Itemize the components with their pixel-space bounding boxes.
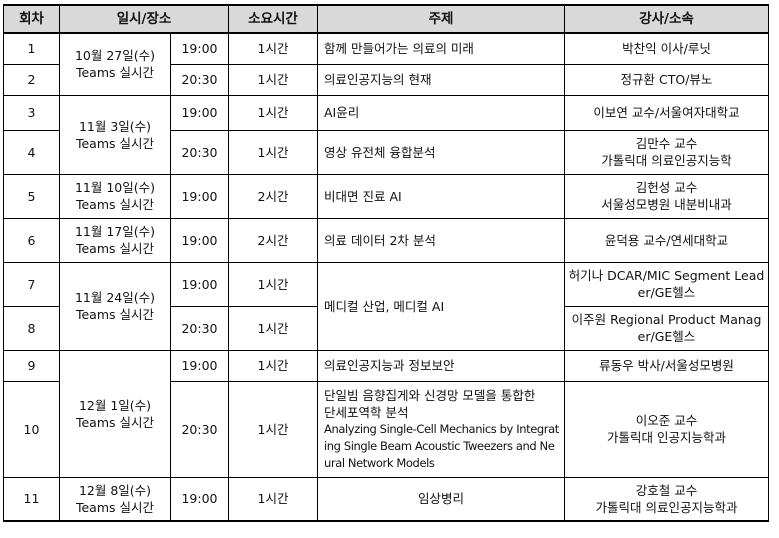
session-speaker: 이오준 교수 가톨릭대 인공지능학과 (564, 380, 769, 478)
session-speaker: 이주원 Regional Product Manager/GE헬스 (564, 305, 769, 351)
session-topic: 영상 유전체 융합분석 (317, 129, 565, 175)
session-topic: AI윤리 (317, 94, 565, 131)
session-speaker: 김헌성 교수 서울성모병원 내분비내과 (564, 173, 769, 219)
session-topic: 임상병리 (317, 476, 565, 522)
session-time: 19:00 (170, 261, 229, 307)
session-date: 12월 1일(수) Teams 실시간 (59, 349, 171, 478)
session-number: 2 (3, 63, 60, 96)
table-row: 3 11월 3일(수) Teams 실시간 19:00 1시간 AI윤리 이보연… (3, 94, 769, 175)
lecture-schedule-table: 회차 일시/장소 소요시간 주제 강사/소속 1 10월 27일(수) Team… (3, 4, 769, 522)
session-number: 8 (3, 305, 60, 351)
session-number: 10 (3, 380, 60, 478)
table-row: 1 10월 27일(수) Teams 실시간 19:00 1시간 함께 만들어가… (3, 32, 769, 96)
session-duration: 2시간 (228, 217, 318, 263)
session-duration: 2시간 (228, 173, 318, 219)
table-row: 5 11월 10일(수) Teams 실시간 19:00 2시간 비대면 진료 … (3, 173, 769, 219)
session-topic: 함께 만들어가는 의료의 미래 (317, 32, 565, 65)
session-speaker: 강호철 교수 가톨릭대 의료인공지능학과 (564, 476, 769, 522)
session-date: 11월 10일(수) Teams 실시간 (59, 173, 171, 219)
session-duration: 1시간 (228, 380, 318, 478)
session-time: 19:00 (170, 32, 229, 65)
session-duration: 1시간 (228, 32, 318, 65)
session-time: 20:30 (170, 305, 229, 351)
session-time: 19:00 (170, 94, 229, 131)
session-topic: 의료인공지능의 현재 (317, 63, 565, 96)
session-number: 4 (3, 129, 60, 175)
header-session: 회차 (3, 4, 60, 34)
table-row: 7 11월 24일(수) Teams 실시간 19:00 1시간 메디컬 산업,… (3, 261, 769, 351)
session-date: 12월 8일(수) Teams 실시간 (59, 476, 171, 522)
session-time: 20:30 (170, 129, 229, 175)
session-number: 3 (3, 94, 60, 131)
session-duration: 1시간 (228, 63, 318, 96)
header-duration: 소요시간 (228, 4, 318, 34)
session-time: 20:30 (170, 380, 229, 478)
table-row: 8 20:30 1시간 이주원 Regional Product Manager… (3, 305, 769, 351)
table-row: 6 11월 17일(수) Teams 실시간 19:00 2시간 의료 데이터 … (3, 217, 769, 263)
table-row: 10 20:30 1시간 단일빔 음향집게와 신경망 모델을 통합한 단세포역학… (3, 380, 769, 478)
session-speaker: 이보연 교수/서울여자대학교 (564, 94, 769, 131)
session-topic: 비대면 진료 AI (317, 173, 565, 219)
header-topic: 주제 (317, 4, 565, 34)
session-number: 7 (3, 261, 60, 307)
session-topic-english: Analyzing Single-Cell Mechanics by Integ… (324, 421, 559, 470)
session-date: 11월 17일(수) Teams 실시간 (59, 217, 171, 263)
session-number: 5 (3, 173, 60, 219)
session-topic: 메디컬 산업, 메디컬 AI (317, 261, 565, 351)
session-speaker: 류동우 박사/서울성모병원 (564, 349, 769, 382)
session-duration: 1시간 (228, 349, 318, 382)
session-topic-cell: 단일빔 음향집게와 신경망 모델을 통합한 단세포역학 분석 Analyzing… (317, 380, 565, 478)
session-speaker: 허기나 DCAR/MIC Segment Leader/GE헬스 (564, 261, 769, 307)
session-time: 20:30 (170, 63, 229, 96)
session-date: 11월 24일(수) Teams 실시간 (59, 261, 171, 351)
session-date: 11월 3일(수) Teams 실시간 (59, 94, 171, 175)
session-number: 9 (3, 349, 60, 382)
header-datetime: 일시/장소 (59, 4, 229, 34)
session-time: 19:00 (170, 217, 229, 263)
session-number: 1 (3, 32, 60, 65)
session-duration: 1시간 (228, 129, 318, 175)
session-duration: 1시간 (228, 261, 318, 307)
session-topic: 의료인공지능과 정보보안 (317, 349, 565, 382)
session-speaker: 박찬익 이사/루닛 (564, 32, 769, 65)
session-duration: 1시간 (228, 305, 318, 351)
table-row: 9 12월 1일(수) Teams 실시간 19:00 1시간 의료인공지능과 … (3, 349, 769, 478)
session-time: 19:00 (170, 349, 229, 382)
session-speaker: 김만수 교수 가톨릭대 의료인공지능학 (564, 129, 769, 175)
session-topic: 의료 데이터 2차 분석 (317, 217, 565, 263)
session-topic: 단일빔 음향집게와 신경망 모델을 통합한 단세포역학 분석 (324, 387, 536, 420)
session-duration: 1시간 (228, 476, 318, 522)
session-speaker: 윤덕용 교수/연세대학교 (564, 217, 769, 263)
header-speaker: 강사/소속 (564, 4, 769, 34)
session-number: 6 (3, 217, 60, 263)
session-number: 11 (3, 476, 60, 522)
header-row: 회차 일시/장소 소요시간 주제 강사/소속 (3, 4, 769, 34)
session-date: 10월 27일(수) Teams 실시간 (59, 32, 171, 96)
session-speaker: 정규환 CTO/뷰노 (564, 63, 769, 96)
session-duration: 1시간 (228, 94, 318, 131)
session-time: 19:00 (170, 476, 229, 522)
table-row: 4 20:30 1시간 영상 유전체 융합분석 김만수 교수 가톨릭대 의료인공… (3, 129, 769, 175)
session-time: 19:00 (170, 173, 229, 219)
table-row: 11 12월 8일(수) Teams 실시간 19:00 1시간 임상병리 강호… (3, 476, 769, 522)
